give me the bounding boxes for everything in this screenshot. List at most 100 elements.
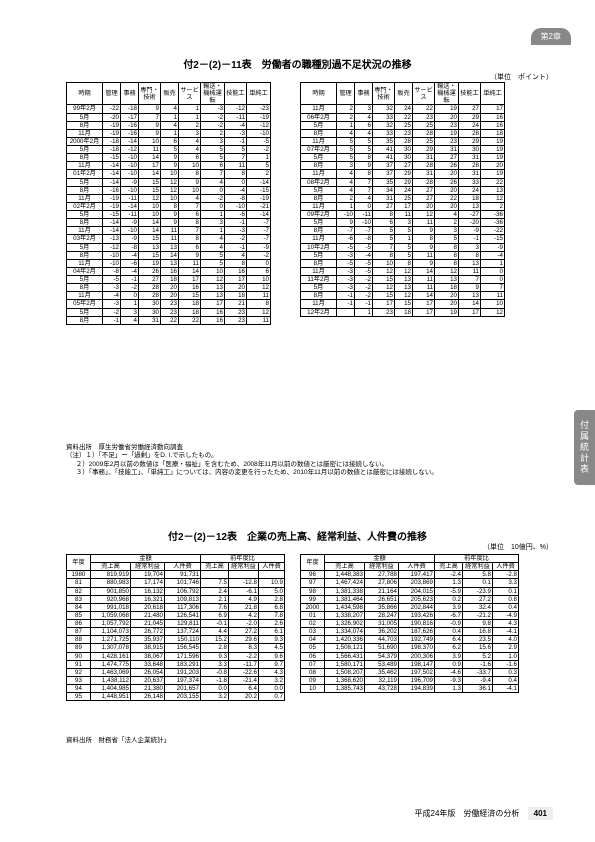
- table-row: 11月55352825232919: [301, 137, 505, 145]
- cell: 4: [179, 137, 201, 145]
- cell: 5月: [67, 178, 103, 186]
- cell: 10年2月: [301, 243, 337, 251]
- cell: 26,054: [131, 668, 165, 676]
- cell: 32: [373, 121, 395, 129]
- cell: 36,202: [365, 628, 399, 636]
- cell: 35,462: [365, 668, 399, 676]
- cell: -18: [103, 137, 121, 145]
- cell: 2.9: [493, 644, 519, 652]
- cell: 5: [373, 227, 395, 235]
- cell: 10: [179, 186, 201, 194]
- table-row: 8月39372728262820: [301, 162, 505, 170]
- cell: 13: [201, 292, 225, 300]
- cell: 33: [459, 178, 481, 186]
- cell: 11: [413, 276, 435, 284]
- table-row: 8月-5-510898131: [301, 259, 505, 267]
- cell: -5: [103, 276, 121, 284]
- cell: 4: [337, 178, 355, 186]
- cell: 23.5: [463, 636, 493, 644]
- table-b-right: 年度金額前年度比 売上高経常利益人件費売上高経常利益人件費 961,448,38…: [300, 554, 519, 693]
- cell: -18: [121, 105, 139, 113]
- cell: 156,545: [165, 644, 201, 652]
- cell: -4: [121, 251, 139, 259]
- cell: 32,119: [365, 676, 399, 684]
- cell: 12: [395, 292, 413, 300]
- cell: -1.6: [463, 660, 493, 668]
- cell: 11: [179, 259, 201, 267]
- col-header: 輸送・機械運転: [435, 83, 459, 105]
- cell: 8: [395, 259, 413, 267]
- cell: 4.9: [229, 595, 259, 603]
- cell: 41: [373, 154, 395, 162]
- cell: 1,326,902: [325, 620, 365, 628]
- table-row: 051,508,12151,690198,3706.215.62.9: [301, 644, 519, 652]
- cell: 20: [435, 186, 459, 194]
- cell: 23: [373, 308, 395, 316]
- cell: 21,480: [131, 611, 165, 619]
- cell: 31: [459, 170, 481, 178]
- cell: -2: [201, 194, 225, 202]
- cell: 8月: [301, 129, 337, 137]
- cell: 91,731: [165, 571, 201, 579]
- cell: 18: [179, 300, 201, 308]
- cell: 150,110: [165, 636, 201, 644]
- col-header: 売上高: [201, 563, 229, 571]
- cell: -7: [247, 235, 271, 243]
- cell: 3.2: [201, 693, 229, 701]
- cell: 26: [435, 162, 459, 170]
- cell: -1: [103, 316, 121, 324]
- cell: 11月: [301, 105, 337, 113]
- table-row: 931,438,11220,637197,374-1.8-21.43.2: [67, 676, 285, 684]
- cell: -21.2: [463, 611, 493, 619]
- cell: 14: [139, 154, 161, 162]
- col-header: 事務: [355, 83, 373, 105]
- table-row: 941,404,98521,380201,6570.06.40.0: [67, 685, 285, 693]
- table-row: 871,104,07326,772137,7244.427.26.1: [67, 628, 285, 636]
- cell: -14: [121, 137, 139, 145]
- col-header: 人件費: [493, 563, 519, 571]
- cell: -21: [247, 202, 271, 210]
- cell: 5: [395, 243, 413, 251]
- cell: -8: [121, 243, 139, 251]
- cell: 11: [413, 219, 435, 227]
- cell: 7: [201, 170, 225, 178]
- cell: 02: [301, 620, 325, 628]
- cell: 13: [161, 243, 179, 251]
- cell: -4: [355, 251, 373, 259]
- cell: 5: [201, 146, 225, 154]
- cell: 84: [67, 603, 91, 611]
- cell: 5: [201, 259, 225, 267]
- cell: 8: [247, 300, 271, 308]
- cell: 7.6: [201, 603, 229, 611]
- cell: -3: [337, 284, 355, 292]
- cell: 41: [373, 146, 395, 154]
- cell: 99年2月: [67, 105, 103, 113]
- cell: -5: [355, 243, 373, 251]
- table-row: 11月-3-512121412110: [301, 267, 505, 275]
- cell: 24: [459, 186, 481, 194]
- cell: 28: [139, 284, 161, 292]
- cell: -14: [103, 162, 121, 170]
- cell: 20.2: [229, 693, 259, 701]
- table-row: 11月-10-6191311580: [67, 259, 271, 267]
- cell: 5月: [67, 113, 103, 121]
- cell: -10: [121, 170, 139, 178]
- cell: 203,869: [399, 579, 435, 587]
- cell: -12: [121, 146, 139, 154]
- cell: 1,448,951: [91, 693, 131, 701]
- cell: 5: [395, 227, 413, 235]
- cell: 0.4: [435, 628, 463, 636]
- cell: 7: [481, 284, 505, 292]
- cell: 5月: [67, 243, 103, 251]
- cell: -4: [121, 267, 139, 275]
- cell: 15: [139, 235, 161, 243]
- cell: 11月: [67, 292, 103, 300]
- table-row: 861,057,79221,045129,811-0.1-2.02.6: [67, 620, 285, 628]
- cell: 29: [459, 113, 481, 121]
- cell: 15: [139, 186, 161, 194]
- cell: 26,651: [365, 595, 399, 603]
- cell: 13: [395, 284, 413, 292]
- cell: -10: [247, 129, 271, 137]
- cell: -0.9: [435, 620, 463, 628]
- cell: 18: [161, 276, 179, 284]
